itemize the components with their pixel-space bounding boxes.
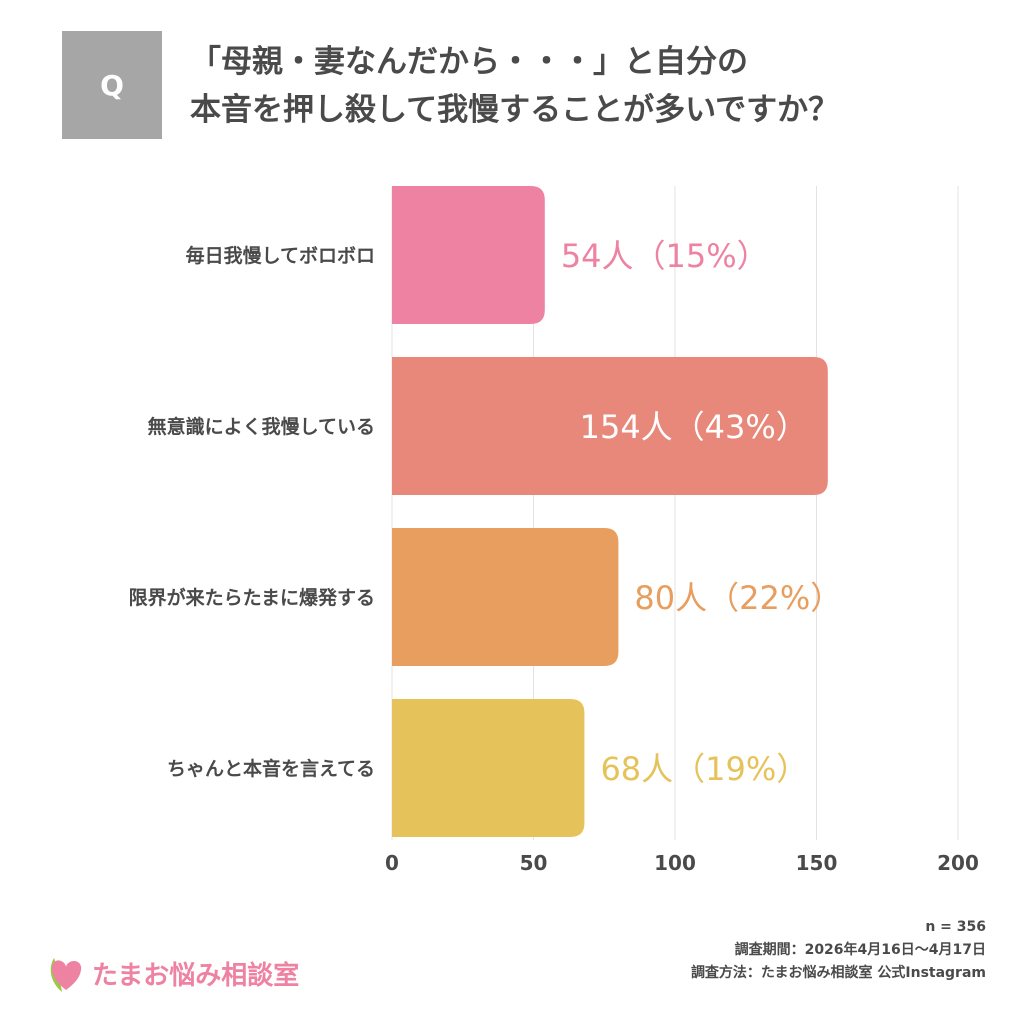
title-line-2: 本音を押し殺して我慢することが多いですか？ [190, 92, 840, 128]
bar [392, 699, 585, 837]
data-label: 68人（19%） [600, 750, 808, 788]
category-label: ちゃんと本音を言えてる [167, 757, 375, 780]
survey-info: n = 356 調査期間：2026年4月16日〜4月17日 調査方法：たまお悩み… [691, 916, 986, 985]
question-badge: Q [62, 31, 162, 139]
x-tick-label: 50 [520, 851, 548, 875]
heart-leaf-icon [50, 958, 82, 992]
x-tick-label: 200 [937, 851, 979, 875]
data-label: 80人（22%） [634, 579, 842, 617]
title-line-1: 「母親・妻なんだから・・・」と自分の [190, 44, 748, 80]
logo-text: たまお悩み相談室 [92, 960, 300, 991]
bar [392, 357, 828, 495]
page-title: 「母親・妻なんだから・・・」と自分の 本音を押し殺して我慢することが多いですか？ [190, 38, 990, 134]
category-label: 毎日我慢してボロボロ [186, 244, 375, 267]
bar [392, 186, 545, 324]
bar [392, 528, 619, 666]
x-tick-label: 150 [796, 851, 838, 875]
category-label: 無意識によく我慢している [148, 415, 375, 438]
category-label: 限界が来たらたまに爆発する [129, 586, 375, 609]
data-label: 154人（43%） [580, 408, 808, 446]
sample-size: n = 356 [925, 919, 986, 935]
x-tick-label: 0 [385, 851, 399, 875]
brand-logo: たまお悩み相談室 [46, 952, 299, 994]
data-label: 54人（15%） [561, 237, 769, 275]
survey-period: 調査期間：2026年4月16日〜4月17日 [734, 942, 986, 958]
survey-method: 調査方法：たまお悩み相談室 公式Instagram [690, 965, 986, 981]
x-tick-label: 100 [654, 851, 696, 875]
